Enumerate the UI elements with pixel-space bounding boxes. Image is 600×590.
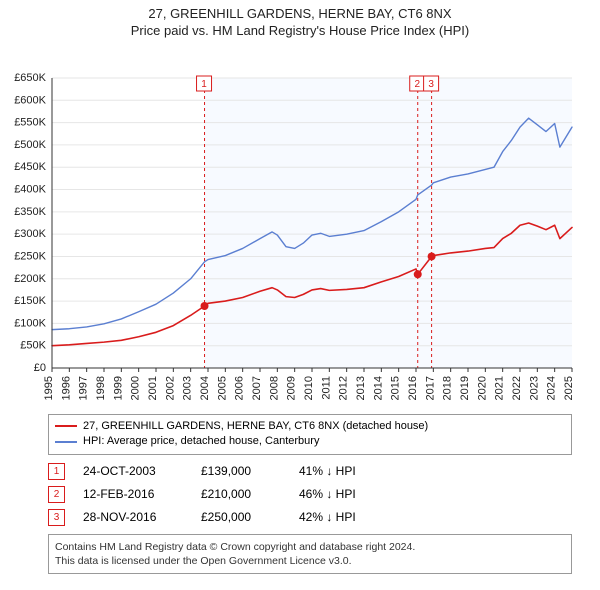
event-number-badge: 1 bbox=[48, 463, 65, 480]
chart-title: 27, GREENHILL GARDENS, HERNE BAY, CT6 8N… bbox=[0, 0, 600, 40]
event-badge-number: 3 bbox=[428, 79, 434, 90]
x-tick-label: 1997 bbox=[78, 376, 90, 400]
x-tick-label: 2013 bbox=[355, 376, 367, 400]
event-delta: 42% ↓ HPI bbox=[299, 510, 356, 524]
x-tick-label: 2016 bbox=[407, 376, 419, 400]
legend-item: 27, GREENHILL GARDENS, HERNE BAY, CT6 8N… bbox=[55, 419, 565, 434]
event-row: 2 12-FEB-2016 £210,000 46% ↓ HPI bbox=[48, 486, 572, 503]
sale-marker bbox=[414, 270, 422, 278]
legend-swatch bbox=[55, 441, 77, 443]
x-tick-label: 2024 bbox=[546, 376, 558, 400]
x-tick-label: 2007 bbox=[251, 376, 263, 400]
x-tick-label: 2023 bbox=[528, 376, 540, 400]
y-tick-label: £600K bbox=[14, 94, 46, 106]
legend-swatch bbox=[55, 425, 77, 427]
event-price: £210,000 bbox=[201, 487, 281, 501]
x-tick-label: 2009 bbox=[286, 376, 298, 400]
y-tick-label: £350K bbox=[14, 206, 46, 218]
x-tick-label: 2018 bbox=[442, 376, 454, 400]
x-tick-label: 2008 bbox=[268, 376, 280, 400]
y-tick-label: £200K bbox=[14, 273, 46, 285]
x-tick-label: 2019 bbox=[459, 376, 471, 400]
y-tick-label: £550K bbox=[14, 116, 46, 128]
event-delta: 46% ↓ HPI bbox=[299, 487, 356, 501]
y-tick-label: £300K bbox=[14, 228, 46, 240]
x-tick-label: 1998 bbox=[95, 376, 107, 400]
sale-marker bbox=[201, 302, 209, 310]
chart-legend: 27, GREENHILL GARDENS, HERNE BAY, CT6 8N… bbox=[48, 414, 572, 455]
y-tick-label: £450K bbox=[14, 161, 46, 173]
x-tick-label: 2021 bbox=[494, 376, 506, 400]
footer-line-1: Contains HM Land Registry data © Crown c… bbox=[55, 540, 565, 554]
title-line-2: Price paid vs. HM Land Registry's House … bbox=[0, 23, 600, 40]
line-chart: £0 £50K £100K £150K £200K £250K £300K £350K £400… bbox=[0, 40, 600, 410]
footer-line-2: This data is licensed under the Open Gov… bbox=[55, 554, 565, 568]
legend-item: HPI: Average price, detached house, Cant… bbox=[55, 434, 565, 449]
x-tick-label: 2004 bbox=[199, 376, 211, 400]
x-tick-label: 2002 bbox=[164, 376, 176, 400]
event-number-badge: 3 bbox=[48, 509, 65, 526]
event-badge-number: 2 bbox=[414, 79, 420, 90]
x-tick-label: 2015 bbox=[390, 376, 402, 400]
x-tick-label: 2012 bbox=[338, 376, 350, 400]
event-row: 3 28-NOV-2016 £250,000 42% ↓ HPI bbox=[48, 509, 572, 526]
y-tick-label: £400K bbox=[14, 183, 46, 195]
event-list: 1 24-OCT-2003 £139,000 41% ↓ HPI 2 12-FEB-201… bbox=[48, 463, 572, 526]
x-tick-label: 2005 bbox=[216, 376, 228, 400]
x-tick-label: 1995 bbox=[43, 376, 55, 400]
y-tick-label: £50K bbox=[20, 339, 46, 351]
x-tick-label: 2020 bbox=[476, 376, 488, 400]
x-tick-label: 2011 bbox=[320, 376, 332, 400]
x-tick-label: 2017 bbox=[424, 376, 436, 400]
x-tick-label: 2010 bbox=[303, 376, 315, 400]
y-tick-label: £100K bbox=[14, 317, 46, 329]
y-tick-label: £250K bbox=[14, 250, 46, 262]
y-tick-label: £650K bbox=[14, 72, 46, 84]
y-tick-label: £150K bbox=[14, 295, 46, 307]
legend-label: HPI: Average price, detached house, Cant… bbox=[83, 434, 319, 449]
event-number-badge: 2 bbox=[48, 486, 65, 503]
x-tick-label: 2006 bbox=[234, 376, 246, 400]
event-date: 12-FEB-2016 bbox=[83, 487, 183, 501]
event-badge-number: 1 bbox=[201, 79, 207, 90]
x-tick-label: 1996 bbox=[60, 376, 72, 400]
event-date: 24-OCT-2003 bbox=[83, 464, 183, 478]
x-tick-label: 2003 bbox=[182, 376, 194, 400]
x-tick-label: 2001 bbox=[147, 376, 159, 400]
y-tick-label: £500K bbox=[14, 139, 46, 151]
x-tick-label: 2025 bbox=[563, 376, 575, 400]
event-row: 1 24-OCT-2003 £139,000 41% ↓ HPI bbox=[48, 463, 572, 480]
event-date: 28-NOV-2016 bbox=[83, 510, 183, 524]
legend-label: 27, GREENHILL GARDENS, HERNE BAY, CT6 8N… bbox=[83, 419, 428, 434]
x-tick-label: 2022 bbox=[511, 376, 523, 400]
attribution-footer: Contains HM Land Registry data © Crown c… bbox=[48, 534, 572, 574]
x-tick-label: 2014 bbox=[372, 376, 384, 400]
sale-marker bbox=[428, 252, 436, 260]
x-tick-label: 2000 bbox=[130, 376, 142, 400]
event-delta: 41% ↓ HPI bbox=[299, 464, 356, 478]
event-price: £250,000 bbox=[201, 510, 281, 524]
y-tick-label: £0 bbox=[34, 362, 46, 374]
shaded-region bbox=[205, 78, 572, 368]
event-price: £139,000 bbox=[201, 464, 281, 478]
x-tick-label: 1999 bbox=[112, 376, 124, 400]
title-line-1: 27, GREENHILL GARDENS, HERNE BAY, CT6 8N… bbox=[0, 6, 600, 23]
